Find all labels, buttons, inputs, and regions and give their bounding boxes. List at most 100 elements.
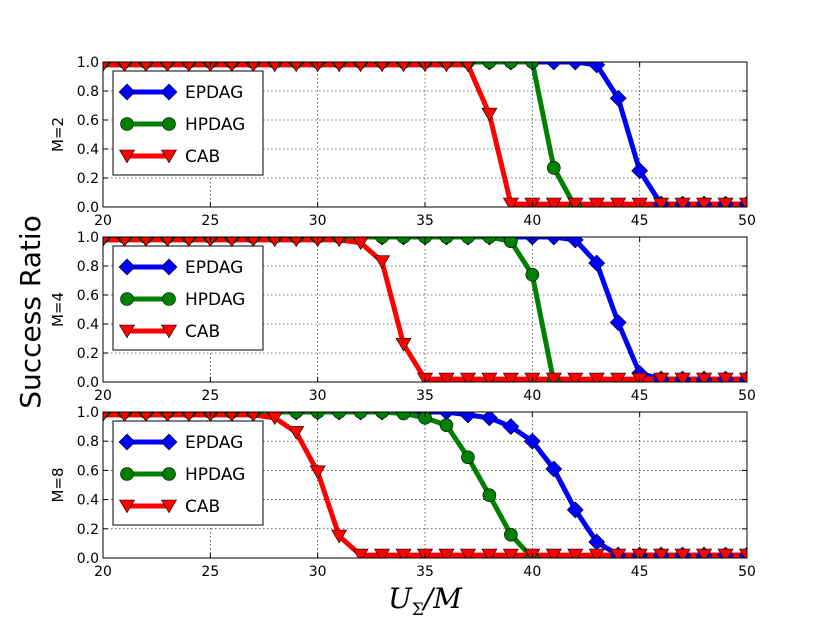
- data-point-cab: [717, 548, 734, 558]
- data-point-epdag: [545, 237, 563, 246]
- data-point-cab: [674, 197, 691, 207]
- data-point-epdag: [545, 62, 563, 71]
- y-tick-label: 1.0: [77, 55, 99, 71]
- legend-marker-hpdag: [162, 292, 176, 306]
- x-tick-label: 45: [631, 564, 649, 580]
- data-point-hpdag: [482, 62, 497, 69]
- data-point-cab: [588, 197, 605, 207]
- legend-marker-cab: [160, 149, 178, 164]
- data-point-cab: [331, 529, 348, 544]
- legend-marker-hpdag: [120, 292, 134, 306]
- data-point-epdag: [566, 501, 584, 519]
- data-point-cab: [309, 465, 326, 480]
- data-point-cab: [247, 237, 260, 248]
- data-point-cab: [288, 426, 305, 440]
- data-point-cab: [461, 62, 474, 73]
- data-point-cab: [610, 372, 627, 382]
- legend-marker-hpdag: [162, 467, 176, 481]
- data-point-epdag: [545, 460, 563, 478]
- x-tick-label: 35: [416, 564, 434, 580]
- data-point-cab: [502, 372, 519, 382]
- legend-marker-hpdag: [120, 467, 134, 481]
- data-point-cab: [333, 237, 346, 248]
- x-tick-label: 45: [631, 388, 649, 404]
- data-point-cab: [247, 62, 260, 73]
- y-tick-label: 0.6: [77, 288, 99, 304]
- data-point-epdag: [631, 162, 649, 180]
- x-tick-label: 20: [94, 564, 112, 580]
- y-tick-label: 1.0: [77, 405, 99, 421]
- data-point-cab: [395, 548, 412, 558]
- x-tick-label: 40: [523, 388, 541, 404]
- x-tick-label: 25: [201, 388, 219, 404]
- data-point-hpdag: [439, 237, 454, 244]
- data-point-cab: [481, 372, 498, 382]
- data-point-cab: [290, 62, 303, 73]
- data-point-hpdag: [461, 237, 475, 244]
- legend-marker-hpdag: [120, 117, 134, 131]
- legend-label-epdag: EPDAG: [185, 433, 243, 453]
- y-axis-title: Success Ratio: [14, 215, 47, 409]
- data-point-cab: [397, 62, 410, 73]
- data-point-cab: [588, 548, 605, 558]
- data-point-cab: [395, 337, 412, 352]
- data-point-hpdag: [482, 237, 497, 244]
- data-point-cab: [481, 107, 498, 122]
- data-point-hpdag: [504, 237, 518, 249]
- y-tick-label: 0.4: [77, 317, 99, 333]
- x-tick-label: 25: [201, 564, 219, 580]
- x-tick-label: 30: [309, 213, 327, 229]
- data-point-cab: [738, 372, 747, 382]
- data-point-cab: [438, 548, 455, 558]
- data-point-cab: [653, 372, 670, 382]
- data-point-cab: [268, 62, 281, 73]
- data-point-cab: [103, 237, 110, 248]
- legend-marker-epdag: [118, 83, 136, 101]
- legend-marker-cab: [118, 324, 136, 339]
- panel-m2: 20 25 30 35 40 45 50 0.0 0.2 0.4 0.6 0.8 1.0 M=2 EPDAG…: [49, 55, 756, 229]
- y-tick-label: 0.6: [77, 463, 99, 479]
- y-tick-label: 0.4: [77, 142, 99, 158]
- legend-marker-epdag: [160, 258, 178, 276]
- data-point-epdag: [523, 432, 541, 450]
- data-point-hpdag: [482, 488, 497, 503]
- data-point-cab: [440, 62, 453, 73]
- legend: EPDAG HPDAG CAB: [112, 420, 264, 526]
- legend-marker-epdag: [118, 258, 136, 276]
- data-point-cab: [717, 197, 734, 207]
- data-point-cab: [653, 197, 670, 207]
- data-point-cab: [103, 412, 110, 423]
- data-point-hpdag: [289, 412, 303, 419]
- x-tick-label: 45: [631, 213, 649, 229]
- data-point-cab: [696, 548, 713, 558]
- x-tick-label: 50: [738, 388, 756, 404]
- data-point-cab: [567, 372, 584, 382]
- legend-marker-epdag: [160, 433, 178, 451]
- data-point-cab: [139, 412, 152, 423]
- data-point-cab: [352, 237, 369, 251]
- legend-marker-hpdag: [162, 117, 176, 131]
- data-point-hpdag: [504, 62, 518, 69]
- data-point-hpdag: [461, 450, 475, 465]
- data-point-cab: [567, 548, 584, 558]
- y-tick-label: 0.2: [77, 346, 99, 362]
- data-point-cab: [290, 237, 303, 248]
- x-tick-label: 35: [416, 213, 434, 229]
- data-point-cab: [674, 548, 691, 558]
- data-point-cab: [588, 372, 605, 382]
- y-tick-label: 0.8: [77, 84, 99, 100]
- data-point-cab: [459, 372, 476, 382]
- y-tick-label: 0.0: [77, 200, 99, 216]
- data-point-cab: [266, 412, 283, 426]
- data-point-cab: [182, 412, 195, 423]
- data-point-cab: [545, 548, 562, 558]
- data-point-hpdag: [525, 267, 540, 282]
- data-point-cab: [567, 197, 584, 207]
- y-tick-label: 0.4: [77, 493, 99, 509]
- y-tick-label: 0.0: [77, 551, 99, 567]
- legend-label-cab: CAB: [185, 497, 220, 517]
- data-point-cab: [438, 372, 455, 382]
- data-point-cab: [481, 548, 498, 558]
- y-tick-label: 0.8: [77, 259, 99, 275]
